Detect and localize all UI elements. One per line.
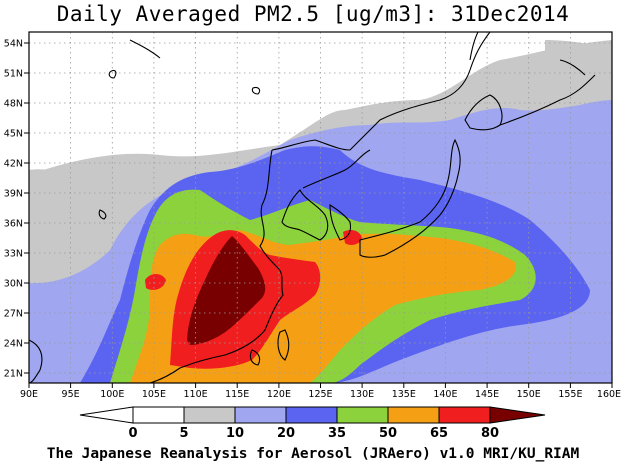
colorbar-label: 20 <box>277 426 295 441</box>
coastlines <box>29 32 596 383</box>
lon-tick-label: 150E <box>517 389 541 400</box>
map-gridlines <box>29 32 612 383</box>
lat-tick-label: 48N <box>4 99 23 110</box>
lat-tick-label: 51N <box>4 69 23 80</box>
lat-tick-label: 33N <box>4 249 23 260</box>
lon-tick-label: 105E <box>142 389 166 400</box>
longitude-labels: 90E 95E 100E 105E 110E 115E 120E 125E 13… <box>20 389 621 400</box>
lon-tick-label: 115E <box>225 389 249 400</box>
colorbar-label: 65 <box>430 426 448 441</box>
lat-tick-label: 45N <box>4 129 23 140</box>
colorbar-swatch <box>285 406 338 424</box>
colorbar-swatch <box>387 406 440 424</box>
pm25-band-65-80-east <box>343 230 362 246</box>
lon-tick-label: 160E <box>597 389 621 400</box>
lat-tick-label: 39N <box>4 189 23 200</box>
lon-tick-label: 130E <box>350 389 374 400</box>
colorbar-swatch <box>336 406 389 424</box>
colorbar-label: 10 <box>226 426 244 441</box>
colorbar-label: 35 <box>328 426 346 441</box>
lat-tick-label: 30N <box>4 279 23 290</box>
lat-tick-label: 27N <box>4 309 23 320</box>
lon-tick-label: 155E <box>558 389 582 400</box>
colorbar-swatch <box>438 406 491 424</box>
credit-footer: The Japanese Reanalysis for Aerosol (JRA… <box>46 446 580 462</box>
lat-tick-label: 24N <box>4 339 23 350</box>
colorbar <box>79 406 546 424</box>
pm25-band-80-plus <box>187 236 266 345</box>
pm25-fields <box>29 32 612 383</box>
colorbar-swatch <box>234 406 287 424</box>
pm25-band-65-80-west <box>145 274 166 290</box>
lon-tick-label: 125E <box>308 389 332 400</box>
lon-tick-label: 145E <box>475 389 499 400</box>
colorbar-label: 0 <box>128 426 137 441</box>
lon-tick-label: 95E <box>62 389 80 400</box>
lat-tick-label: 36N <box>4 219 23 230</box>
lon-tick-label: 135E <box>392 389 416 400</box>
lon-tick-label: 100E <box>100 389 124 400</box>
colorbar-swatch <box>79 406 134 424</box>
colorbar-label: 50 <box>379 426 397 441</box>
lat-tick-label: 42N <box>4 159 23 170</box>
map-title: Daily Averaged PM2.5 [ug/m3]: 31Dec2014 <box>56 2 570 26</box>
colorbar-labels: 0 5 10 20 35 50 65 80 <box>128 426 499 441</box>
lon-tick-label: 140E <box>433 389 457 400</box>
colorbar-label: 5 <box>179 426 188 441</box>
lat-tick-label: 54N <box>4 39 23 50</box>
colorbar-swatch <box>132 406 185 424</box>
colorbar-swatch <box>489 406 546 424</box>
lat-tick-label: 21N <box>4 369 23 380</box>
axis-ticks <box>24 42 613 388</box>
lon-tick-label: 120E <box>267 389 291 400</box>
pm25-band-5-10-west <box>29 169 70 195</box>
colorbar-label: 80 <box>481 426 499 441</box>
lon-tick-label: 90E <box>20 389 38 400</box>
pm25-band-5-10-north <box>545 40 612 90</box>
latitude-labels: 21N 24N 27N 30N 33N 36N 39N 42N 45N 48N … <box>4 39 23 380</box>
colorbar-swatch <box>183 406 236 424</box>
lon-tick-label: 110E <box>184 389 208 400</box>
